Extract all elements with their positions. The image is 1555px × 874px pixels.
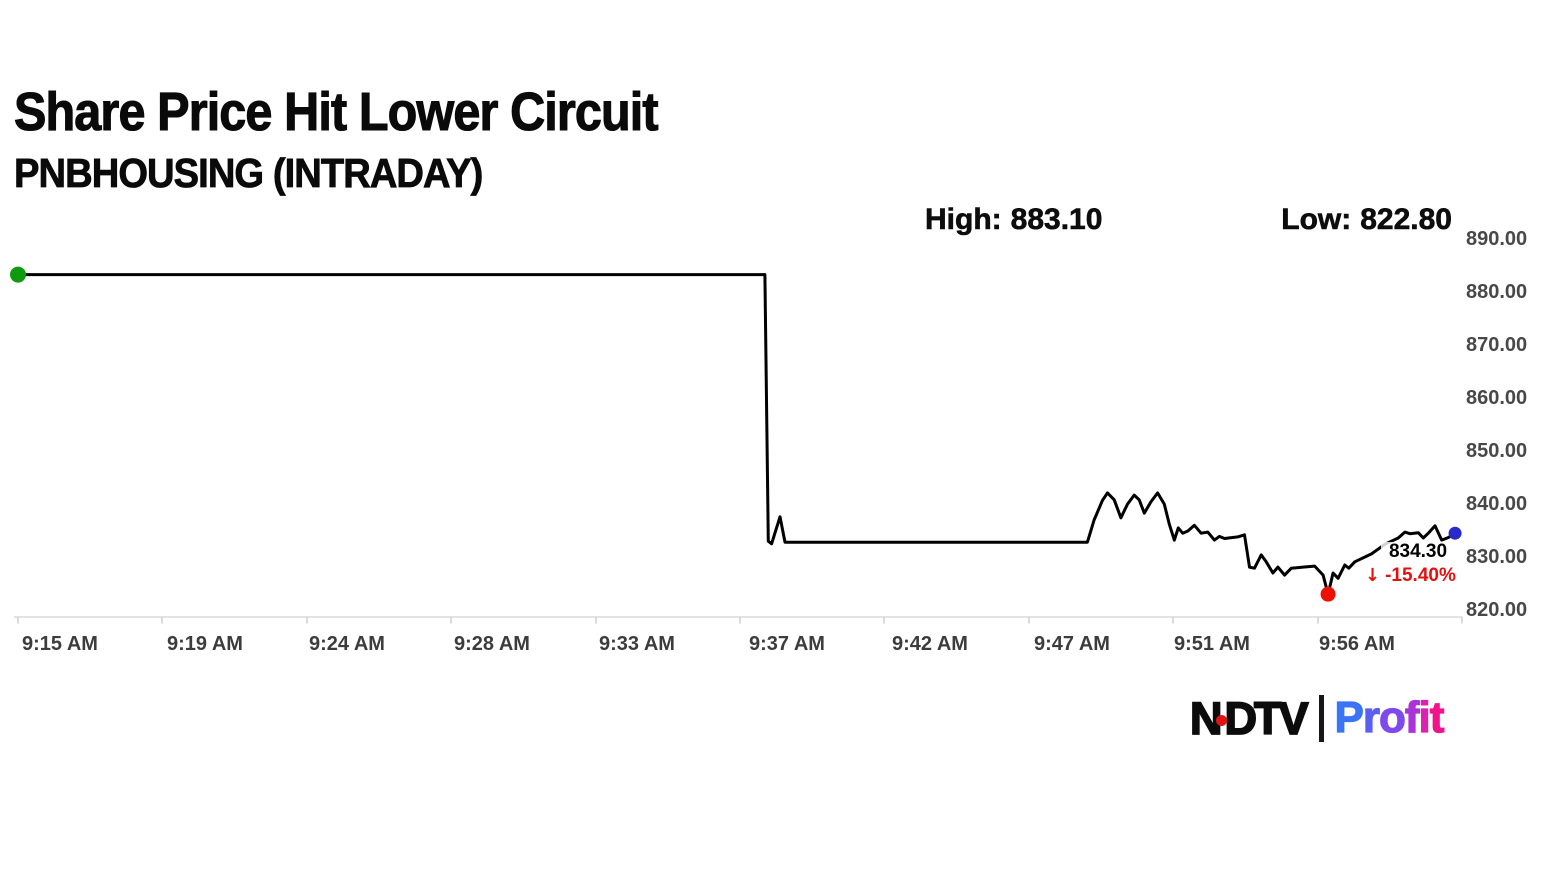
price-line xyxy=(16,273,1457,596)
change-percent: -15.40% xyxy=(1385,565,1456,586)
logo-divider xyxy=(1318,694,1324,742)
low-stat: Low: 822.80 xyxy=(1281,203,1452,237)
low-value: 822.80 xyxy=(1360,203,1452,237)
x-tick-label: 9:42 AM xyxy=(892,633,968,655)
ndtv-wordmark: N DTV xyxy=(1189,692,1310,744)
x-tick-label: 9:51 AM xyxy=(1174,633,1250,655)
high-stat: High: 883.10 xyxy=(925,203,1103,237)
x-tick-label: 9:28 AM xyxy=(454,633,530,655)
last-marker xyxy=(1448,526,1462,540)
down-arrow-icon: ↓ xyxy=(1365,565,1381,586)
profit-letter: f xyxy=(1404,693,1420,742)
ndtv-profit-logo: N DTV Profit xyxy=(1189,692,1445,744)
y-tick-label: 820.00 xyxy=(1466,599,1527,621)
high-low-row: High: 883.10 Low: 822.80 xyxy=(925,203,1453,237)
y-tick-label: 850.00 xyxy=(1466,440,1527,462)
last-price-label: 834.30 xyxy=(1381,542,1455,562)
y-tick-label: 830.00 xyxy=(1466,546,1527,568)
x-tick-label: 9:47 AM xyxy=(1034,633,1110,655)
page-title: Share Price Hit Lower Circuit xyxy=(14,82,660,142)
x-tick-label: 9:33 AM xyxy=(599,633,675,655)
profit-wordmark: Profit xyxy=(1334,693,1445,742)
ndtv-red-dot-icon xyxy=(1215,714,1227,726)
profit-letter: t xyxy=(1429,693,1445,742)
profit-letter: o xyxy=(1378,693,1406,742)
y-tick-label: 840.00 xyxy=(1466,493,1527,515)
x-tick-label: 9:56 AM xyxy=(1319,633,1395,655)
change-label: ↓ -15.40% xyxy=(1363,566,1458,586)
ndtv-letter-n: N xyxy=(1189,692,1223,744)
y-tick-label: 870.00 xyxy=(1466,334,1527,356)
y-tick-label: 880.00 xyxy=(1466,281,1527,303)
x-tick-label: 9:24 AM xyxy=(309,633,385,655)
ndtv-letters-dtv: DTV xyxy=(1224,692,1310,744)
x-tick-label: 9:19 AM xyxy=(167,633,243,655)
x-tick-label: 9:15 AM xyxy=(22,633,98,655)
high-label: High: xyxy=(925,203,1002,237)
profit-letter: P xyxy=(1334,693,1365,742)
page-subtitle: PNBHOUSING (INTRADAY) xyxy=(14,150,484,196)
x-tick-label: 9:37 AM xyxy=(749,633,825,655)
low-marker xyxy=(1320,586,1336,602)
profit-letter: i xyxy=(1418,693,1431,742)
y-tick-label: 860.00 xyxy=(1466,387,1527,409)
low-label: Low: xyxy=(1281,203,1352,237)
y-tick-label: 890.00 xyxy=(1466,228,1527,250)
high-value: 883.10 xyxy=(1010,203,1103,237)
profit-letter: r xyxy=(1362,693,1380,742)
open-marker xyxy=(10,266,26,283)
